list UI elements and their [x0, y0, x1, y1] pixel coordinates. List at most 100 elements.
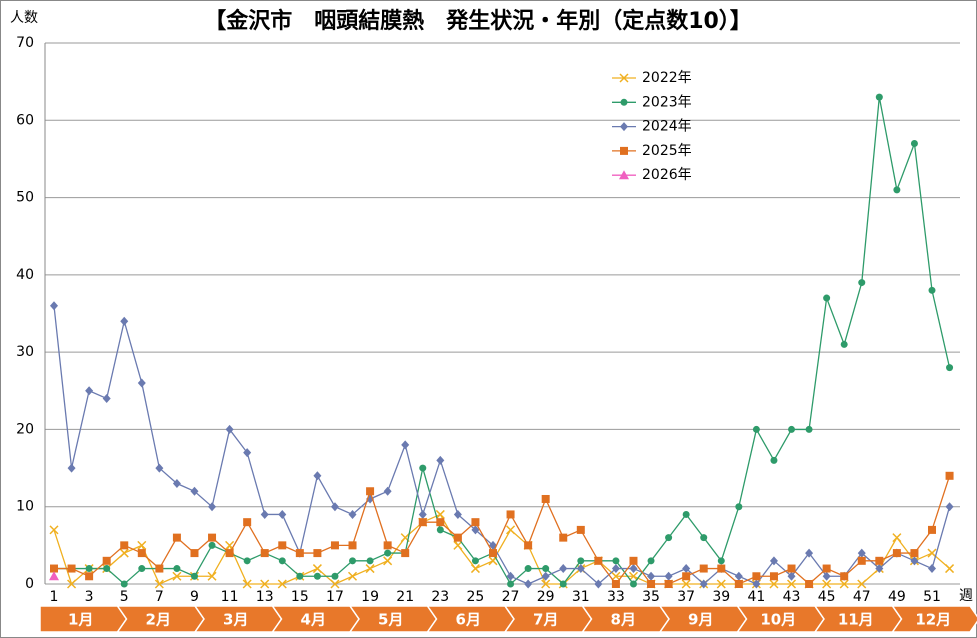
marker: [665, 534, 673, 542]
marker: [577, 557, 585, 565]
marker: [207, 571, 217, 581]
month-label: 1月: [68, 611, 93, 629]
marker: [365, 564, 375, 574]
y-tick-label: 0: [25, 576, 34, 592]
x-tick-label: 33: [607, 589, 625, 605]
marker: [348, 509, 357, 519]
series-line: [53, 305, 951, 585]
marker: [928, 564, 936, 574]
marker: [805, 548, 814, 558]
marker: [682, 564, 691, 574]
x-tick-label: 5: [120, 589, 129, 605]
marker: [629, 564, 638, 574]
marker: [629, 556, 638, 565]
marker: [154, 579, 164, 589]
marker: [769, 579, 779, 589]
marker: [260, 549, 269, 558]
legend-marker: [620, 98, 628, 106]
marker: [541, 494, 550, 503]
marker: [419, 464, 427, 472]
series-line: [53, 513, 950, 586]
month-label: 7月: [533, 611, 558, 629]
marker: [857, 556, 866, 565]
marker: [313, 549, 322, 558]
legend-marker: [620, 146, 628, 155]
marker: [699, 564, 708, 573]
marker: [946, 364, 954, 372]
marker: [507, 580, 515, 588]
marker: [910, 556, 919, 566]
marker: [629, 580, 637, 588]
x-tick-label: 35: [642, 589, 660, 605]
month-label: 8月: [611, 611, 636, 629]
marker: [278, 557, 286, 565]
marker: [243, 557, 251, 565]
marker: [892, 549, 901, 558]
marker: [471, 557, 479, 565]
marker: [612, 557, 620, 565]
marker: [735, 503, 743, 511]
marker: [278, 509, 287, 519]
marker: [823, 294, 831, 302]
y-tick-label: 50: [16, 190, 34, 206]
marker: [331, 572, 339, 580]
marker: [945, 471, 954, 480]
x-tick-label: 25: [467, 589, 485, 605]
marker: [296, 572, 304, 580]
marker: [155, 463, 164, 473]
marker: [120, 541, 129, 550]
marker: [190, 486, 199, 496]
month-label: 6月: [456, 611, 481, 629]
marker: [471, 525, 480, 535]
marker: [120, 580, 128, 588]
legend-label: 2026年: [642, 167, 692, 183]
marker: [243, 448, 252, 458]
marker: [734, 571, 743, 581]
marker: [875, 556, 884, 565]
marker: [805, 425, 813, 433]
marker: [435, 509, 445, 519]
marker: [839, 579, 849, 589]
month-label: 11月: [838, 611, 874, 629]
marker: [647, 571, 656, 581]
marker: [875, 93, 883, 101]
marker: [822, 571, 831, 581]
marker: [541, 579, 551, 589]
marker: [910, 139, 918, 147]
marker: [559, 533, 568, 542]
x-tick-label: 13: [256, 589, 274, 605]
marker: [822, 564, 831, 573]
marker: [805, 580, 814, 588]
marker: [717, 557, 725, 565]
marker: [225, 424, 234, 434]
marker: [383, 556, 393, 566]
marker: [628, 571, 639, 581]
x-tick-label: 49: [888, 589, 906, 605]
marker: [716, 579, 726, 589]
marker: [664, 571, 673, 581]
legend-marker: [620, 122, 628, 132]
marker: [822, 579, 832, 589]
marker: [172, 479, 181, 489]
marker: [436, 455, 445, 465]
marker: [893, 186, 901, 194]
marker: [682, 510, 690, 518]
legend-marker: [619, 170, 629, 180]
marker: [120, 316, 129, 326]
marker: [208, 541, 216, 549]
marker: [840, 340, 848, 348]
marker: [330, 579, 340, 589]
marker: [260, 579, 270, 589]
marker: [664, 580, 673, 588]
marker: [138, 565, 146, 573]
x-tick-label: 19: [361, 589, 379, 605]
marker: [576, 564, 585, 574]
marker: [137, 378, 146, 388]
marker: [927, 548, 937, 558]
y-axis-label: 人数: [10, 10, 38, 26]
marker: [366, 487, 375, 496]
x-tick-label: 47: [853, 589, 871, 605]
marker: [208, 502, 217, 512]
